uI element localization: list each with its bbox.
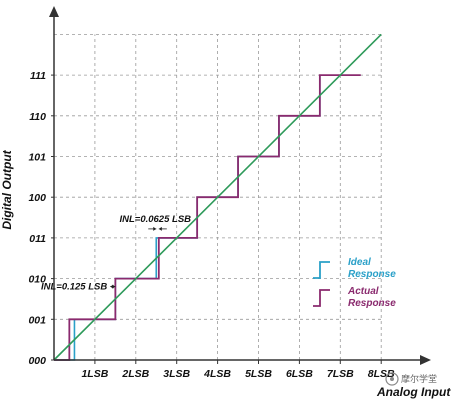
- inl-arrow-right: [112, 284, 116, 289]
- series-layer: [53, 33, 382, 361]
- y-tick-label: 001: [28, 314, 46, 326]
- y-tick-label: 110: [29, 111, 46, 123]
- legend-actual-swatch: [313, 289, 330, 307]
- y-tick-label: 011: [29, 233, 46, 245]
- inl-arrow-right: [153, 226, 157, 231]
- y-tick-label: 000: [28, 355, 46, 367]
- axes-layer: [49, 6, 431, 365]
- inl-label: INL=0.0625 LSB: [119, 214, 191, 225]
- legend-ideal-label: Ideal: [348, 257, 371, 268]
- legend-ideal-swatch: [313, 261, 330, 279]
- x-tick-label: 7LSB: [327, 368, 354, 380]
- annotation-layer: INL=0.125 LSB INL=0.0625 LSB: [41, 214, 191, 293]
- x-tick-label: 2LSB: [121, 368, 149, 380]
- labels-layer: Digital Output Analog Input 000 001 010 011…: [0, 70, 451, 399]
- x-tick-label: 3LSB: [163, 368, 190, 380]
- actual-response-line: [54, 74, 361, 361]
- watermark-logo-dot: [390, 377, 394, 381]
- y-axis-arrow: [49, 6, 59, 17]
- x-axis-title: Analog Input: [376, 385, 451, 399]
- watermark-logo: [385, 372, 399, 386]
- y-tick-label: 111: [30, 70, 46, 82]
- x-tick-label: 5LSB: [245, 368, 272, 380]
- x-tick-label: 6LSB: [286, 368, 313, 380]
- watermark: 摩尔学堂: [385, 372, 437, 386]
- y-axis-title: Digital Output: [0, 149, 14, 229]
- inl-label: INL=0.125 LSB: [41, 282, 107, 293]
- x-tick-label: 8LSB: [368, 368, 395, 380]
- legend-actual-label: Response: [348, 298, 396, 309]
- y-tick-label: 101: [28, 152, 46, 164]
- inl-arrow-left: [158, 226, 162, 231]
- y-tick-label: 100: [28, 192, 46, 204]
- diagonal-line: [53, 33, 382, 361]
- x-tick-label: 1LSB: [81, 368, 108, 380]
- legend-ideal-label: Response: [348, 269, 396, 280]
- watermark-text: 摩尔学堂: [401, 373, 437, 384]
- y-tick-label: 010: [28, 274, 46, 286]
- x-tick-label: 4LSB: [203, 368, 231, 380]
- legend-actual-label: Actual: [347, 286, 379, 297]
- x-axis-arrow: [420, 355, 431, 365]
